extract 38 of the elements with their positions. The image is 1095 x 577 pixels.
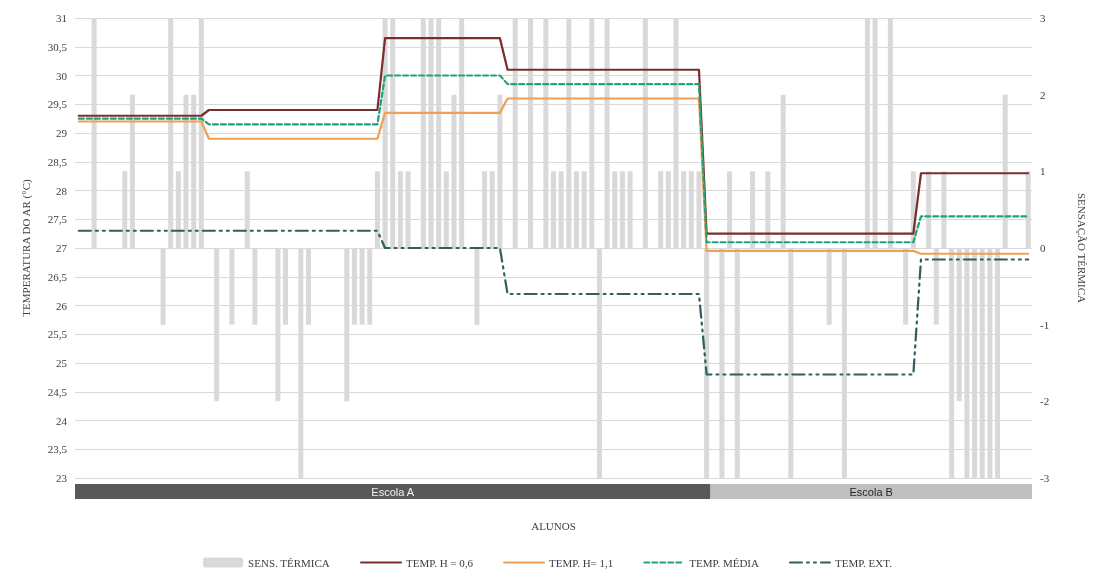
y2-tick-label: 0 [1040, 242, 1046, 254]
y2-tick-label: 2 [1040, 88, 1046, 101]
y-tick-label: 25,5 [47, 328, 68, 341]
y-tick-label: 30 [56, 69, 68, 82]
y-tick-label: 30,5 [47, 40, 68, 53]
y-axis-title: TEMPERATURA DO AR (°C) [19, 179, 33, 317]
x-axis-title: ALUNOS [531, 519, 576, 532]
y-tick-label: 29,5 [47, 98, 68, 111]
y-tick-label: 26,5 [47, 270, 68, 283]
y2-tick-label: 3 [1040, 12, 1046, 24]
y-tick-label: 27,5 [47, 213, 68, 226]
y-tick-label: 23,5 [47, 443, 68, 456]
y2-tick-label: 1 [1040, 165, 1046, 178]
y-tick-label: 23 [56, 472, 68, 484]
line-series [77, 37, 1030, 235]
text: Escola A [371, 486, 415, 498]
y2-axis-title: SENSAÇÃO TÉRMICA [1075, 192, 1088, 304]
y-tick-label: 28 [56, 184, 68, 197]
legend-label: TEMP. MÉDIA [689, 556, 760, 569]
legend-label: TEMP. H = 0,6 [406, 556, 474, 569]
line-series [77, 97, 1030, 255]
y-tick-label: 24,5 [47, 385, 68, 398]
legend-label: SENS. TÉRMICA [248, 556, 330, 569]
y-tick-label: 25 [56, 357, 68, 369]
y-tick-label: 28,5 [47, 155, 68, 168]
y2-tick-label: -2 [1040, 395, 1050, 408]
legend-label: TEMP. H= 1,1 [549, 556, 614, 569]
line-series [77, 74, 1030, 244]
y-tick-label: 31 [56, 12, 67, 24]
y-tick-label: 24 [56, 414, 68, 427]
y-tick-label: 27 [56, 242, 68, 254]
line-series [77, 229, 1030, 376]
legend-label: TEMP. EXT. [834, 556, 893, 569]
y-tick-label: 26 [56, 299, 68, 312]
y2-tick-label: -3 [1040, 472, 1050, 484]
text: Escola B [849, 486, 893, 498]
y-tick-label: 29 [56, 127, 68, 139]
y2-tick-label: -1 [1040, 318, 1050, 331]
